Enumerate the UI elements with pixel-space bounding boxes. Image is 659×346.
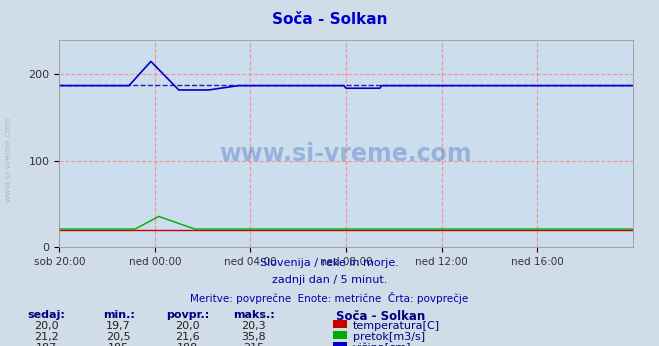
Text: 20,0: 20,0: [175, 321, 200, 331]
Text: 20,0: 20,0: [34, 321, 59, 331]
Text: 19,7: 19,7: [106, 321, 131, 331]
Text: povpr.:: povpr.:: [166, 310, 210, 320]
Text: www.si-vreme.com: www.si-vreme.com: [219, 142, 473, 166]
Text: 215: 215: [243, 343, 264, 346]
Text: 21,2: 21,2: [34, 332, 59, 342]
Text: Meritve: povprečne  Enote: metrične  Črta: povprečje: Meritve: povprečne Enote: metrične Črta:…: [190, 292, 469, 304]
Text: Soča - Solkan: Soča - Solkan: [336, 310, 425, 323]
Text: temperatura[C]: temperatura[C]: [353, 321, 440, 331]
Text: min.:: min.:: [103, 310, 134, 320]
Text: 21,6: 21,6: [175, 332, 200, 342]
Text: Soča - Solkan: Soča - Solkan: [272, 12, 387, 27]
Text: višina[cm]: višina[cm]: [353, 343, 411, 346]
Text: sedaj:: sedaj:: [27, 310, 65, 320]
Text: Slovenija / reke in morje.: Slovenija / reke in morje.: [260, 258, 399, 268]
Text: maks.:: maks.:: [233, 310, 275, 320]
Text: pretok[m3/s]: pretok[m3/s]: [353, 332, 424, 342]
Text: zadnji dan / 5 minut.: zadnji dan / 5 minut.: [272, 275, 387, 285]
Text: 187: 187: [36, 343, 57, 346]
Text: www.si-vreme.com: www.si-vreme.com: [3, 117, 13, 202]
Text: 188: 188: [177, 343, 198, 346]
Text: 20,5: 20,5: [106, 332, 131, 342]
Text: 35,8: 35,8: [241, 332, 266, 342]
Text: 20,3: 20,3: [241, 321, 266, 331]
Text: 185: 185: [108, 343, 129, 346]
